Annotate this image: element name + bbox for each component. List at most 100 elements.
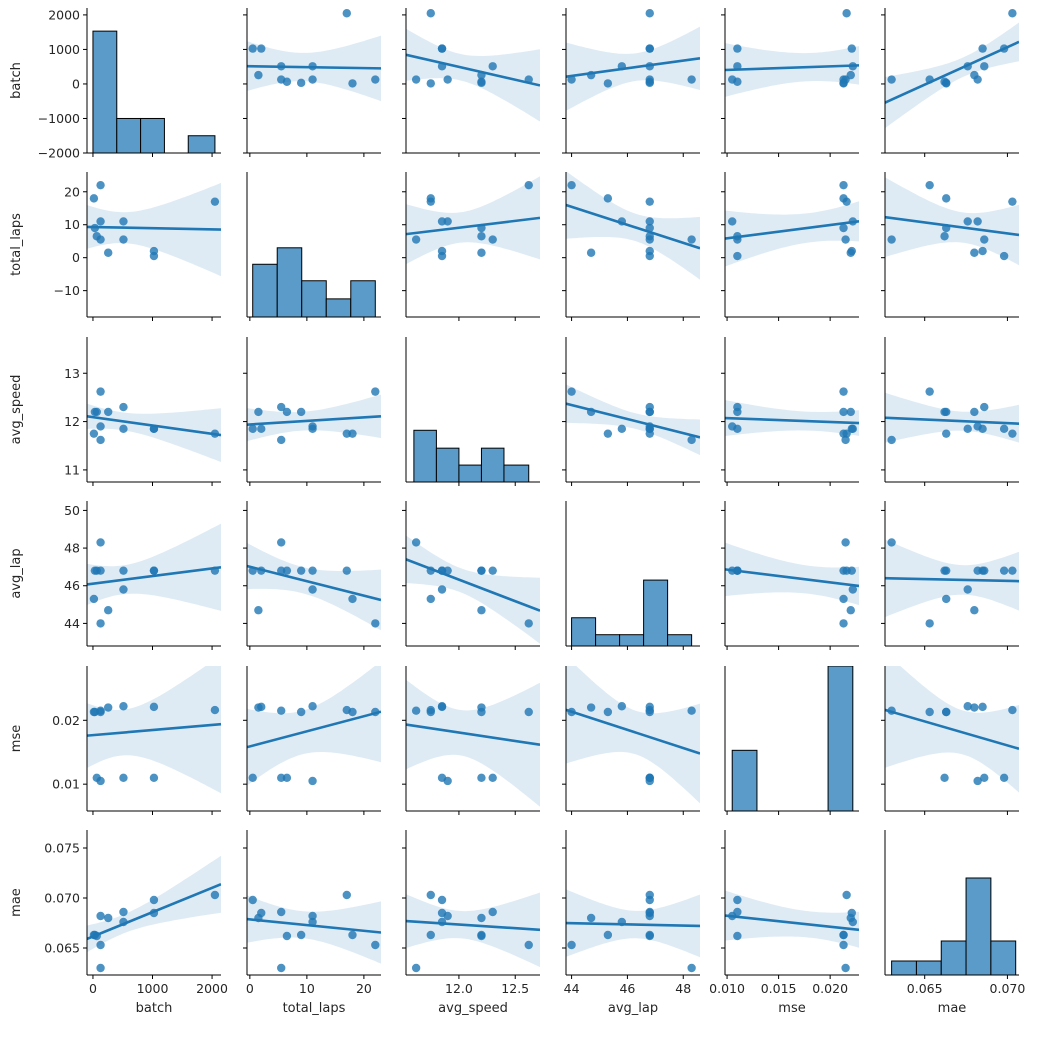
subplot-total_laps-vs-batch: −10 0 10 20 [54, 172, 221, 321]
scatter-point [645, 890, 654, 900]
scatter-point [839, 407, 848, 417]
subplot-avg_speed-vs-avg_speed [405, 337, 540, 486]
scatter-point [248, 895, 257, 905]
scatter-point [254, 407, 263, 417]
subplot-avg_lap-vs-total_laps [243, 501, 381, 650]
scatter-point [277, 435, 286, 445]
scatter-point [96, 706, 105, 715]
subplot-total_laps-vs-avg_lap [562, 172, 700, 321]
scatter-point [149, 246, 159, 256]
regression-line [247, 917, 381, 934]
scatter-point [488, 773, 497, 782]
histogram-bar [350, 280, 376, 317]
scatter-point [282, 407, 292, 417]
scatter-point [96, 435, 105, 445]
scatter-point [296, 930, 306, 940]
scatter-point [348, 594, 357, 604]
confidence-band [725, 201, 859, 267]
scatter-point [970, 407, 979, 417]
scatter-point [443, 75, 452, 84]
scatter-point [257, 702, 266, 712]
scatter-point [277, 706, 286, 715]
scatter-point [477, 773, 486, 782]
regression-line [566, 56, 700, 78]
scatter-point [887, 235, 896, 244]
scatter-point [119, 566, 128, 575]
scatter-point [210, 890, 220, 900]
scatter-point [645, 246, 654, 256]
subplot-total_laps-vs-avg_speed [402, 172, 540, 321]
histogram-bar [990, 940, 1017, 975]
subplot-mae-vs-batch: 0 1000 2000 0.065 0.070 0.075 [44, 830, 228, 996]
scatter-point [89, 429, 99, 438]
scatter-point [426, 930, 435, 940]
scatter-point [733, 907, 742, 917]
scatter-point [257, 424, 266, 434]
subplot-batch-vs-avg_speed [402, 8, 540, 157]
subplot-mse-vs-total_laps [243, 666, 381, 815]
scatter-point [437, 908, 447, 918]
regression-line [406, 216, 540, 236]
scatter-point [940, 77, 949, 86]
scatter-point [342, 566, 351, 575]
x-tick-label: 0.015 [761, 981, 797, 996]
x-axis-label-mae: mae [938, 1001, 967, 1016]
regression-line [87, 225, 221, 231]
confidence-band [725, 890, 859, 948]
scatter-point [104, 248, 113, 257]
scatter-point [940, 773, 949, 782]
y-tick-label: 0.075 [44, 841, 80, 856]
scatter-point [342, 705, 351, 715]
scatter-point [426, 197, 435, 206]
histogram-bar [116, 117, 142, 153]
subplot-mse-vs-avg_lap [562, 666, 700, 815]
x-axis-label-batch: batch [136, 1001, 173, 1016]
scatter-point [963, 702, 972, 711]
scatter-point [371, 940, 380, 950]
y-tick-label: 11 [64, 462, 80, 477]
scatter-point [567, 940, 576, 950]
scatter-point [839, 180, 848, 190]
subplot-batch-vs-total_laps [243, 8, 381, 157]
scatter-point [942, 707, 951, 717]
scatter-point [308, 917, 317, 927]
scatter-point [342, 890, 351, 900]
confidence-band [406, 535, 540, 644]
scatter-point [617, 702, 627, 711]
scatter-point [104, 606, 113, 615]
subplot-avg_speed-vs-total_laps [243, 337, 381, 486]
scatter-point [437, 217, 447, 226]
x-axis-label-avg_lap: avg_lap [608, 1001, 658, 1016]
scatter-point [978, 246, 987, 256]
x-tick-label: 12.5 [501, 981, 529, 996]
scatter-point [1008, 566, 1017, 575]
regression-line [566, 708, 700, 755]
scatter-point [980, 235, 989, 244]
y-axis-label-mae: mae [9, 888, 24, 917]
scatter-point [308, 702, 317, 711]
histogram-bar [965, 877, 992, 975]
scatter-point [841, 235, 850, 244]
scatter-point [96, 911, 105, 921]
scatter-point [846, 70, 855, 80]
scatter-point [978, 44, 987, 53]
histogram-bar [252, 263, 278, 317]
scatter-point [371, 387, 380, 396]
scatter-point [970, 70, 979, 80]
scatter-point [728, 217, 737, 226]
scatter-point [973, 217, 982, 226]
scatter-point [970, 703, 979, 712]
scatter-point [524, 707, 533, 717]
scatter-point [437, 702, 447, 712]
x-tick-label: 10 [299, 981, 315, 996]
scatter-point [488, 235, 497, 244]
scatter-point [477, 703, 486, 712]
scatter-point [119, 702, 128, 711]
regression-line [87, 565, 221, 586]
regression-line [406, 723, 540, 747]
regression-line [247, 414, 381, 426]
subplot-mse-vs-batch: 0.01 0.02 [52, 666, 221, 815]
scatter-point [488, 907, 497, 917]
scatter-point [617, 424, 627, 434]
histogram-bar [301, 280, 327, 317]
